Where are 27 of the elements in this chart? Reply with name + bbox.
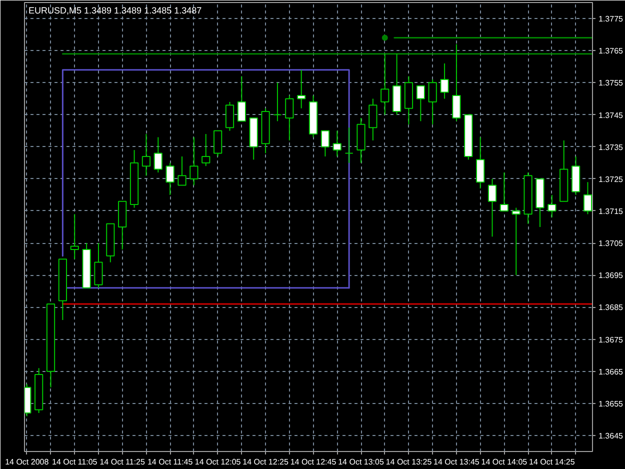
y-tick-label: 1.3715 <box>598 206 624 216</box>
y-tick-label: 1.3735 <box>598 142 624 152</box>
x-tick-label: 14 Oct 13:45 <box>434 458 480 466</box>
x-tick-label: 14 Oct 12:25 <box>242 458 289 466</box>
y-tick-label: 1.3745 <box>598 110 624 120</box>
x-tick-label: 14 Oct 12:05 <box>194 458 242 466</box>
x-tick-label: 14 Oct 13:25 <box>386 458 432 466</box>
y-tick-label: 1.3755 <box>598 78 624 88</box>
x-tick-label: 14 Oct 14:25 <box>529 458 576 466</box>
y-tick-label: 1.3645 <box>598 431 624 440</box>
x-tick-label: 14 Oct 13:05 <box>338 458 384 466</box>
y-tick-label: 1.3675 <box>598 335 624 344</box>
y-tick-label: 1.3725 <box>598 174 624 184</box>
x-tick-label: 14 Oct 11:25 <box>100 458 146 466</box>
y-tick-label: 1.3765 <box>598 46 624 56</box>
y-tick-label: 1.3775 <box>598 14 624 24</box>
chart-title: EURUSD,M5 1.3489 1.3489 1.3485 1.3487 <box>28 6 202 16</box>
x-tick-label: 14 Oct 14:05 <box>481 458 528 466</box>
y-tick-label: 1.3695 <box>598 271 624 280</box>
x-tick-label: 14 Oct 11:45 <box>147 458 194 466</box>
y-tick-label: 1.3705 <box>598 239 624 248</box>
y-tick-label: 1.3665 <box>598 367 624 376</box>
x-tick-label: 14 Oct 12:45 <box>290 458 337 466</box>
x-tick-label: 14 Oct 11:05 <box>52 458 98 466</box>
y-tick-label: 1.3685 <box>598 303 624 312</box>
y-tick-label: 1.3655 <box>598 399 624 408</box>
x-tick-label: 14 Oct 2008 <box>5 458 50 466</box>
